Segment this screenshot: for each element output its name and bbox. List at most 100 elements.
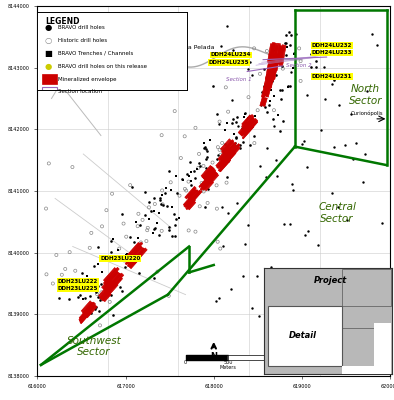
Polygon shape [102, 279, 112, 290]
Text: ●: ● [44, 23, 52, 32]
Point [182, 133, 188, 140]
Polygon shape [268, 44, 273, 63]
Point [116, 245, 123, 252]
Point [223, 180, 230, 186]
Point [233, 135, 240, 142]
Polygon shape [202, 166, 214, 180]
Polygon shape [221, 139, 232, 152]
Polygon shape [219, 160, 227, 168]
Polygon shape [108, 272, 121, 286]
Point [238, 125, 245, 132]
Point [284, 315, 290, 322]
Point [290, 187, 296, 194]
Polygon shape [221, 150, 233, 164]
Polygon shape [186, 199, 193, 208]
Polygon shape [106, 282, 118, 296]
Polygon shape [130, 258, 139, 269]
Point [275, 112, 281, 118]
Point [134, 223, 141, 229]
Point [146, 204, 152, 210]
Point [199, 180, 205, 186]
Point [264, 48, 270, 54]
Point [291, 50, 297, 56]
Polygon shape [242, 114, 254, 128]
Polygon shape [80, 312, 91, 324]
Polygon shape [279, 45, 286, 66]
Point [256, 313, 262, 320]
Point [139, 217, 146, 223]
Point [242, 110, 248, 116]
Point [224, 120, 230, 126]
Text: DDH24LU234: DDH24LU234 [210, 52, 251, 57]
Point [235, 122, 242, 129]
Point [216, 118, 223, 125]
Polygon shape [272, 55, 277, 72]
Point [249, 304, 255, 311]
Polygon shape [100, 289, 108, 299]
Point [223, 152, 229, 159]
Point [59, 272, 65, 278]
Point [165, 293, 172, 299]
Point [204, 200, 211, 206]
Point [275, 58, 281, 65]
Text: DDH24LU235: DDH24LU235 [209, 60, 249, 65]
Point [201, 188, 207, 195]
Point [48, 63, 54, 69]
Point [203, 156, 209, 162]
Polygon shape [248, 121, 258, 132]
Text: Mineralized envelope: Mineralized envelope [58, 76, 117, 82]
Polygon shape [104, 268, 117, 282]
Text: BRAVO drill holes on this release: BRAVO drill holes on this release [58, 64, 147, 69]
Polygon shape [202, 178, 213, 190]
Point [231, 131, 237, 137]
Point [50, 280, 56, 287]
Point [318, 126, 325, 133]
Point [225, 158, 231, 165]
Point [94, 291, 100, 297]
Text: Detail: Detail [288, 331, 316, 340]
Polygon shape [98, 288, 107, 298]
Polygon shape [242, 126, 254, 139]
Point [233, 134, 240, 140]
Point [287, 221, 294, 228]
Polygon shape [269, 42, 275, 64]
Point [122, 264, 128, 270]
Point [78, 270, 85, 276]
Point [223, 84, 229, 90]
Point [157, 197, 164, 203]
Point [206, 137, 213, 143]
Point [240, 273, 246, 279]
Point [188, 181, 194, 188]
Point [192, 175, 198, 182]
Point [247, 59, 253, 65]
Point [251, 140, 258, 146]
Text: 1,000: 1,000 [263, 360, 277, 365]
Polygon shape [269, 65, 275, 80]
Point [342, 142, 348, 149]
Point [245, 115, 251, 121]
Point [278, 270, 284, 276]
Polygon shape [129, 257, 138, 267]
Point [195, 165, 201, 171]
Point [201, 145, 207, 152]
Polygon shape [199, 175, 210, 188]
Point [136, 269, 142, 276]
Point [129, 184, 136, 190]
Point [97, 322, 103, 328]
Point [98, 281, 104, 288]
Point [117, 284, 123, 290]
Polygon shape [127, 242, 143, 259]
Point [325, 298, 332, 304]
Point [132, 219, 139, 226]
Point [95, 283, 102, 290]
Polygon shape [274, 43, 281, 66]
Polygon shape [227, 144, 237, 156]
Point [164, 202, 170, 209]
Point [217, 42, 224, 49]
Bar [374, 323, 391, 366]
Point [288, 68, 294, 75]
Text: Serra Pelada: Serra Pelada [175, 45, 214, 50]
Point [297, 78, 304, 84]
Point [362, 151, 368, 158]
Point [151, 195, 158, 202]
